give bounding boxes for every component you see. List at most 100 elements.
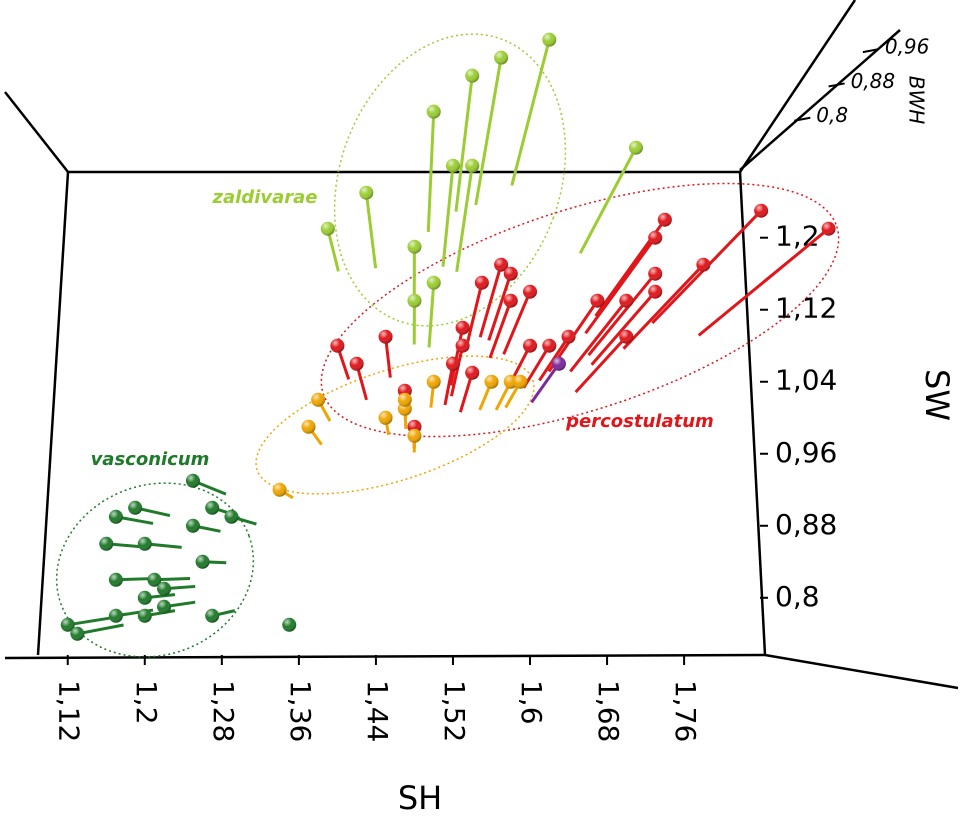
point-shade xyxy=(426,374,441,389)
point-shade xyxy=(407,239,422,254)
point-shade xyxy=(137,590,152,605)
stem xyxy=(510,39,551,186)
z-axis-label: BWH xyxy=(905,76,929,125)
point-shade xyxy=(330,338,345,353)
point-shade xyxy=(282,617,297,632)
point-shade xyxy=(137,608,152,623)
x-tick-label: 1,6 xyxy=(515,680,548,725)
x-axis-label: SH xyxy=(398,779,442,817)
frame-line xyxy=(4,653,959,690)
point-shade xyxy=(205,608,220,623)
point-shade xyxy=(523,284,538,299)
z-tick xyxy=(862,48,880,54)
stem xyxy=(584,236,657,335)
stem xyxy=(449,345,465,397)
x-tick-label: 1,68 xyxy=(592,680,625,742)
y-axis-label: SW xyxy=(918,369,956,421)
stem xyxy=(427,282,436,348)
stem xyxy=(478,264,503,338)
point-shade xyxy=(754,203,769,218)
point-shade xyxy=(224,509,239,524)
point-shade xyxy=(657,212,672,227)
y-tick-label: 1,04 xyxy=(775,364,837,397)
point-shade xyxy=(619,329,634,344)
point-shade xyxy=(561,329,576,344)
point-shade xyxy=(503,374,518,389)
stem xyxy=(697,227,830,337)
frame-line xyxy=(36,171,70,656)
frame-line xyxy=(4,0,857,174)
stems xyxy=(67,39,830,636)
point-shade xyxy=(503,293,518,308)
x-tick-label: 1,2 xyxy=(130,680,163,725)
point-shade xyxy=(378,329,393,344)
point-shade xyxy=(378,410,393,425)
point-shade xyxy=(542,338,557,353)
point-shade xyxy=(108,509,123,524)
stem xyxy=(622,263,705,350)
stem xyxy=(67,616,112,627)
point-shade xyxy=(195,554,210,569)
point-shade xyxy=(301,419,316,434)
point-shade xyxy=(484,374,499,389)
point-shade xyxy=(272,482,287,497)
point-shade xyxy=(455,338,470,353)
stem xyxy=(590,290,657,366)
stem xyxy=(426,111,436,233)
point-shade xyxy=(205,500,220,515)
y-tick-label: 0,96 xyxy=(775,436,837,469)
point-shade xyxy=(157,581,172,596)
stem xyxy=(455,165,474,273)
point-shade xyxy=(60,617,75,632)
group-label: percostulatum xyxy=(565,411,714,432)
point-shade xyxy=(407,293,422,308)
group-ellipses xyxy=(55,33,840,658)
point-shade xyxy=(696,257,711,272)
stem xyxy=(538,335,570,382)
stem xyxy=(569,299,628,373)
z-axis-line xyxy=(739,29,901,171)
axes-frame xyxy=(4,0,959,690)
point-shade xyxy=(465,365,480,380)
point-shade xyxy=(494,50,509,65)
point-shade xyxy=(108,608,123,623)
point-shade xyxy=(147,572,162,587)
x-tick-label: 1,12 xyxy=(53,680,86,742)
point-shade xyxy=(137,536,152,551)
points xyxy=(60,32,836,641)
point-shade xyxy=(185,518,200,533)
point-shade xyxy=(628,140,643,155)
z-tick xyxy=(794,116,811,122)
x-tick-label: 1,36 xyxy=(284,680,317,742)
stem xyxy=(364,192,378,269)
y-tick-label: 1,12 xyxy=(775,292,837,325)
point-shade xyxy=(619,293,634,308)
point-shade xyxy=(311,392,326,407)
point-shade xyxy=(465,158,480,173)
x-tick-label: 1,52 xyxy=(438,680,471,742)
point-shade xyxy=(455,320,470,335)
stem xyxy=(487,273,513,341)
stem xyxy=(474,57,503,206)
point-shade xyxy=(821,221,836,236)
point-shade xyxy=(648,266,663,281)
point-shade xyxy=(474,275,489,290)
stem xyxy=(326,228,340,272)
stem xyxy=(464,282,484,348)
point-shade xyxy=(426,275,441,290)
point-shade xyxy=(445,356,460,371)
point-shade xyxy=(590,293,605,308)
point-shade xyxy=(648,230,663,245)
point-shade xyxy=(185,473,200,488)
stem xyxy=(587,272,657,357)
stem xyxy=(522,344,551,389)
point-shade xyxy=(99,536,114,551)
point-shade xyxy=(648,284,663,299)
ellipse xyxy=(55,482,255,658)
stem xyxy=(574,335,628,394)
y-tick-label: 0,88 xyxy=(775,508,837,541)
x-tick-label: 1,44 xyxy=(361,680,394,742)
stem xyxy=(77,623,124,636)
